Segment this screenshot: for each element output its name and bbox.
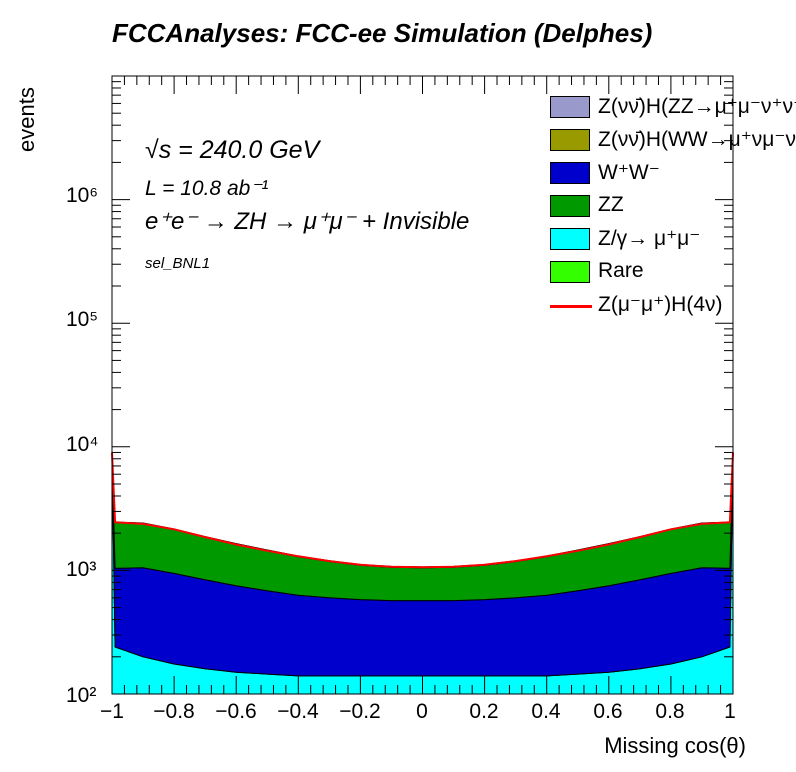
legend-entry: Z(μ⁻μ⁺)H(4ν) xyxy=(546,290,796,322)
legend-label: Rare xyxy=(598,259,644,282)
chart-title: FCCAnalyses: FCC-ee Simulation (Delphes) xyxy=(112,18,653,48)
legend-entry: ZZ xyxy=(546,191,796,223)
x-tick-label: −0.8 xyxy=(153,700,195,723)
legend-entry: Rare xyxy=(546,257,796,289)
x-tick-label: 0.4 xyxy=(531,700,561,723)
x-tick-label: 0.2 xyxy=(469,700,499,723)
legend-entry: Z(νν̄)H(ZZ→μ⁺μ⁻ν⁺ν⁻) xyxy=(546,92,796,124)
x-tick-label: −0.2 xyxy=(339,700,381,723)
x-axis-label: Missing cos(θ) xyxy=(604,733,746,758)
legend-label: Z(νν̄)H(WW→μ⁺νμ⁻ν) xyxy=(598,128,796,151)
selection-annotation: sel_BNL1 xyxy=(145,255,211,272)
energy-annotation: √s = 240.0 GeV xyxy=(145,136,320,164)
x-tick-label: −0.4 xyxy=(277,700,319,723)
signal-line xyxy=(111,452,734,569)
legend-label: Z/γ→ μ⁺μ⁻ xyxy=(598,227,701,250)
luminosity-annotation: L = 10.8 ab⁻¹ xyxy=(145,177,269,200)
y-tick-label: 10⁴ xyxy=(66,433,99,456)
legend-entry: W⁺W⁻ xyxy=(546,158,796,190)
legend-swatch xyxy=(550,162,590,184)
y-axis-label: events xyxy=(14,87,39,152)
x-tick-label: 0 xyxy=(416,700,428,723)
legend: Z(νν̄)H(ZZ→μ⁺μ⁻ν⁺ν⁻) Z(νν̄)H(WW→μ⁺νμ⁻ν) … xyxy=(546,92,796,328)
y-tick-label: 10³ xyxy=(66,558,97,581)
legend-swatch xyxy=(550,96,590,118)
x-tick-label: −1 xyxy=(100,700,124,723)
legend-entry: Z/γ→ μ⁺μ⁻ xyxy=(546,224,796,256)
y-tick-label: 10⁵ xyxy=(66,308,99,331)
legend-label: ZZ xyxy=(598,193,624,216)
x-tick-label: −0.6 xyxy=(215,700,257,723)
legend-label: Z(νν̄)H(ZZ→μ⁺μ⁻ν⁺ν⁻) xyxy=(598,95,796,118)
legend-swatch xyxy=(550,228,590,250)
legend-label: Z(μ⁻μ⁺)H(4ν) xyxy=(598,293,723,316)
series-area-2 xyxy=(111,452,734,602)
x-tick-label: 1 xyxy=(724,700,736,723)
legend-swatch xyxy=(550,129,590,151)
process-annotation: e⁺e⁻ → ZH → μ⁺μ⁻ + Invisible xyxy=(145,208,470,235)
legend-line-swatch xyxy=(550,305,592,308)
x-tick-label: 0.6 xyxy=(593,700,623,723)
y-tick-label: 10⁶ xyxy=(66,184,99,207)
legend-entry: Z(νν̄)H(WW→μ⁺νμ⁻ν) xyxy=(546,125,796,157)
legend-swatch xyxy=(550,261,590,283)
x-tick-label: 0.8 xyxy=(655,700,685,723)
legend-swatch xyxy=(550,195,590,217)
legend-label: W⁺W⁻ xyxy=(598,161,660,184)
y-tick-label: 10² xyxy=(66,684,97,707)
